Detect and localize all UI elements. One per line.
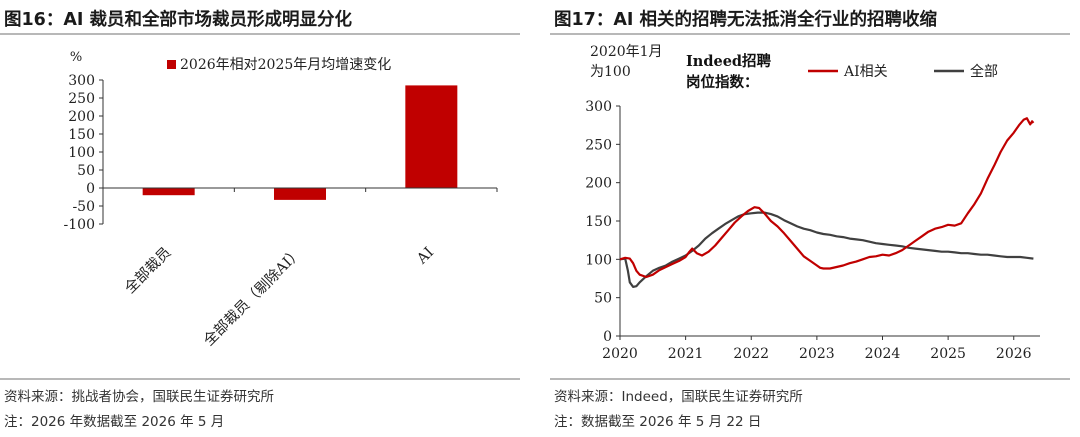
legend-label: 2026年相对2025年月均增速变化 <box>180 57 391 73</box>
series-line-ai <box>619 117 1035 279</box>
legend-swatch <box>167 60 176 69</box>
y-tick-label: 100 <box>585 252 612 268</box>
line-chart: 2020年1月 为100 Indeed招聘 岗位指数： AI相关 全部 300 2… <box>585 44 1040 362</box>
source-note: 资料来源：挑战者协会，国联民生证券研究所 <box>4 389 274 405</box>
y-tick-label: 250 <box>585 137 612 153</box>
bar <box>274 188 326 200</box>
index-annotation-line2: 岗位指数： <box>686 73 759 91</box>
y-tick-label: 150 <box>585 214 612 230</box>
y-tick-label: 50 <box>77 163 95 179</box>
y-tick-label: 200 <box>68 109 95 125</box>
y-tick-label: 50 <box>594 291 612 307</box>
title-divider <box>0 33 520 35</box>
y-unit-label: % <box>70 50 82 65</box>
x-axis: 2020 2021 2022 2023 2024 2025 2026 <box>602 335 1040 362</box>
x-tick-label: 全部裁员 <box>121 243 175 297</box>
x-tick-label: 2025 <box>930 346 966 362</box>
y-tick-label: 100 <box>68 145 95 161</box>
y-tick-label: 200 <box>585 176 612 192</box>
data-note: 注：2026 年数据截至 2026 年 5 月 <box>4 414 225 430</box>
x-tick-label: 2020 <box>602 346 638 362</box>
title-divider <box>550 33 1070 35</box>
figure-17-panel: 图17：AI 相关的招聘无法抵消全行业的招聘收缩 2020年1月 为100 In… <box>550 0 1080 437</box>
figure-title: 图16：AI 裁员和全部市场裁员形成明显分化 <box>4 10 352 30</box>
x-tick-label: 2026 <box>996 346 1032 362</box>
x-tick-label: 2024 <box>865 346 901 362</box>
y-axis-label-line1: 2020年1月 <box>590 44 663 60</box>
y-tick-label: 0 <box>603 329 612 345</box>
x-axis: 全部裁员 全部裁员（剔除AI） AI <box>102 187 498 349</box>
x-tick-label: 2023 <box>799 346 835 362</box>
y-tick-label: 300 <box>585 99 612 115</box>
data-note: 注：数据截至 2026 年 5 月 22 日 <box>554 414 762 430</box>
footer-divider <box>550 378 1070 380</box>
x-tick-label: 全部裁员（剔除AI） <box>200 243 306 349</box>
x-tick-label: 2022 <box>733 346 769 362</box>
bar-chart: % 2026年相对2025年月均增速变化 300 250 200 150 100 50 0 -… <box>64 50 498 349</box>
y-tick-label: 250 <box>68 91 95 107</box>
y-axis: 300 250 200 150 100 50 0 <box>585 99 621 345</box>
figure-title: 图17：AI 相关的招聘无法抵消全行业的招聘收缩 <box>554 10 937 30</box>
legend-ai-label: AI相关 <box>843 64 888 80</box>
y-tick-label: 150 <box>68 127 95 143</box>
bar <box>405 85 458 188</box>
x-tick-label: 2021 <box>668 346 704 362</box>
y-tick-label: -50 <box>72 199 95 215</box>
footer-divider <box>0 378 520 380</box>
x-tick-label: AI <box>414 245 437 268</box>
y-tick-label: 0 <box>86 181 95 197</box>
y-axis: 300 250 200 150 100 50 0 -50 -100 <box>64 73 104 233</box>
y-tick-label: 300 <box>68 73 95 89</box>
series-line-all <box>619 211 1034 288</box>
bar <box>142 188 195 196</box>
y-tick-label: -100 <box>64 217 95 233</box>
source-note: 资料来源：Indeed，国联民生证券研究所 <box>554 389 803 405</box>
index-annotation-line1: Indeed招聘 <box>686 52 772 70</box>
figure-16-panel: 图16：AI 裁员和全部市场裁员形成明显分化 % 2026年相对2025年月均增… <box>0 0 530 437</box>
bars <box>142 85 458 200</box>
legend-all-label: 全部 <box>970 63 998 80</box>
y-axis-label-line2: 为100 <box>590 64 631 80</box>
series-lines <box>619 117 1035 288</box>
